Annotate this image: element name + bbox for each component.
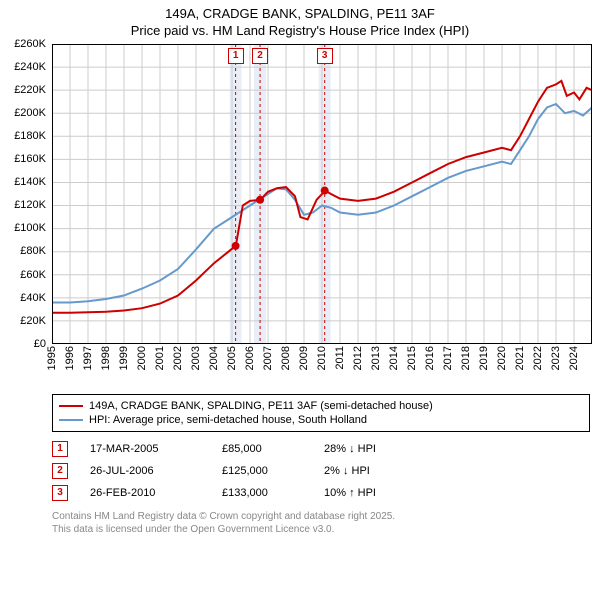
x-tick-label: 2017 — [442, 346, 454, 370]
legend-swatch — [59, 419, 83, 421]
event-diff: 2% ↓ HPI — [324, 465, 414, 477]
event-date: 26-JUL-2006 — [90, 465, 200, 477]
y-tick-label: £40K — [20, 292, 46, 304]
event-diff: 10% ↑ HPI — [324, 487, 414, 499]
x-tick-label: 2000 — [136, 346, 148, 370]
x-tick-label: 2002 — [172, 346, 184, 370]
x-tick-label: 2001 — [154, 346, 166, 370]
event-number-box: 2 — [52, 463, 68, 479]
x-tick-label: 2007 — [262, 346, 274, 370]
x-tick-label: 2024 — [568, 346, 580, 370]
plot-area: 12 3 — [52, 44, 592, 344]
attribution-line: Contains HM Land Registry data © Crown c… — [52, 510, 590, 523]
x-tick-label: 2023 — [550, 346, 562, 370]
event-number-box: 3 — [52, 485, 68, 501]
event-row: 1 17-MAR-2005 £85,000 28% ↓ HPI — [52, 438, 590, 460]
event-date: 17-MAR-2005 — [90, 443, 200, 455]
x-tick-label: 2008 — [280, 346, 292, 370]
legend-swatch — [59, 405, 83, 407]
event-marker-box: 1 — [228, 48, 244, 64]
x-tick-label: 2012 — [352, 346, 364, 370]
event-price: £133,000 — [222, 487, 302, 499]
y-tick-label: £200K — [14, 107, 46, 119]
x-tick-label: 2014 — [388, 346, 400, 370]
x-tick-label: 2015 — [406, 346, 418, 370]
y-tick-label: £100K — [14, 222, 46, 234]
event-marker-box: 3 — [317, 48, 333, 64]
event-row: 2 26-JUL-2006 £125,000 2% ↓ HPI — [52, 460, 590, 482]
event-diff: 28% ↓ HPI — [324, 443, 414, 455]
y-tick-label: £160K — [14, 153, 46, 165]
x-tick-label: 2022 — [532, 346, 544, 370]
x-tick-label: 2011 — [334, 346, 346, 370]
y-tick-label: £120K — [14, 199, 46, 211]
x-tick-label: 2006 — [244, 346, 256, 370]
y-axis-labels: £0£20K£40K£60K£80K£100K£120K£140K£160K£1… — [0, 44, 50, 344]
y-tick-label: £180K — [14, 130, 46, 142]
x-axis-labels: 1995199619971998199920002001200220032004… — [52, 344, 592, 388]
x-tick-label: 1999 — [118, 346, 130, 370]
x-tick-label: 2019 — [478, 346, 490, 370]
x-tick-label: 1997 — [82, 346, 94, 370]
event-price: £125,000 — [222, 465, 302, 477]
x-tick-label: 2009 — [298, 346, 310, 370]
legend: 149A, CRADGE BANK, SPALDING, PE11 3AF (s… — [52, 394, 590, 432]
event-row: 3 26-FEB-2010 £133,000 10% ↑ HPI — [52, 482, 590, 504]
attribution: Contains HM Land Registry data © Crown c… — [52, 510, 590, 536]
y-tick-label: £20K — [20, 315, 46, 327]
y-tick-label: £60K — [20, 269, 46, 281]
y-tick-label: £140K — [14, 176, 46, 188]
x-tick-label: 1995 — [46, 346, 58, 370]
chart-container: 149A, CRADGE BANK, SPALDING, PE11 3AF Pr… — [0, 0, 600, 536]
event-marker-box: 2 — [252, 48, 268, 64]
legend-label: 149A, CRADGE BANK, SPALDING, PE11 3AF (s… — [89, 400, 433, 412]
x-tick-label: 2020 — [496, 346, 508, 370]
y-tick-label: £260K — [14, 38, 46, 50]
legend-row: 149A, CRADGE BANK, SPALDING, PE11 3AF (s… — [59, 399, 583, 413]
x-tick-label: 2003 — [190, 346, 202, 370]
x-tick-label: 1996 — [64, 346, 76, 370]
x-tick-label: 2018 — [460, 346, 472, 370]
y-tick-label: £0 — [34, 338, 46, 350]
x-tick-label: 2013 — [370, 346, 382, 370]
title-line-1: 149A, CRADGE BANK, SPALDING, PE11 3AF — [0, 6, 600, 23]
x-tick-label: 2021 — [514, 346, 526, 370]
event-number-box: 1 — [52, 441, 68, 457]
legend-label: HPI: Average price, semi-detached house,… — [89, 414, 367, 426]
y-tick-label: £220K — [14, 84, 46, 96]
title-line-2: Price paid vs. HM Land Registry's House … — [0, 23, 600, 40]
x-tick-label: 2005 — [226, 346, 238, 370]
event-price: £85,000 — [222, 443, 302, 455]
x-tick-label: 2010 — [316, 346, 328, 370]
y-tick-label: £80K — [20, 245, 46, 257]
legend-row: HPI: Average price, semi-detached house,… — [59, 413, 583, 427]
x-tick-label: 2016 — [424, 346, 436, 370]
attribution-line: This data is licensed under the Open Gov… — [52, 523, 590, 536]
y-tick-label: £240K — [14, 61, 46, 73]
x-tick-label: 2004 — [208, 346, 220, 370]
events-table: 1 17-MAR-2005 £85,000 28% ↓ HPI 2 26-JUL-2006… — [52, 438, 590, 504]
titles: 149A, CRADGE BANK, SPALDING, PE11 3AF Pr… — [0, 0, 600, 44]
x-tick-label: 1998 — [100, 346, 112, 370]
event-date: 26-FEB-2010 — [90, 487, 200, 499]
